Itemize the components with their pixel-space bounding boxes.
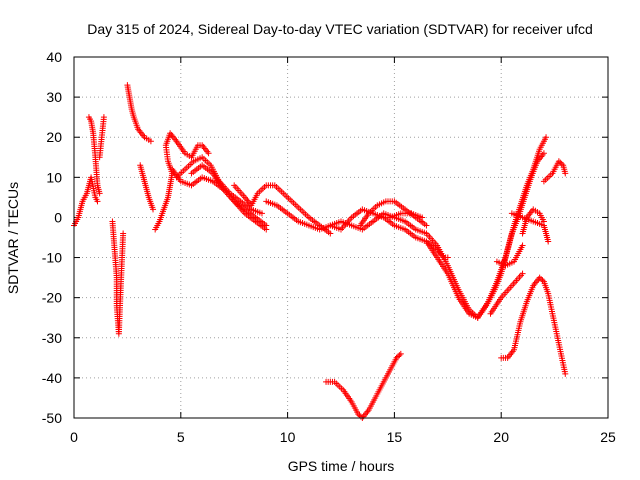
y-tick-label: -20 xyxy=(42,290,62,306)
data-point xyxy=(356,412,363,419)
series-track-d xyxy=(109,218,127,337)
series-track-p xyxy=(423,238,451,261)
data-point xyxy=(545,238,552,245)
x-tick-label: 0 xyxy=(70,429,78,445)
series-track-s xyxy=(508,210,552,245)
data-point xyxy=(540,218,547,225)
data-point xyxy=(100,114,107,121)
data-point xyxy=(519,242,526,249)
data-point xyxy=(558,160,565,167)
data-point xyxy=(538,275,545,282)
data-point xyxy=(536,274,543,281)
series-track-g xyxy=(152,130,212,233)
data-point xyxy=(519,270,526,277)
x-axis-label: GPS time / hours xyxy=(288,458,395,474)
data-point xyxy=(423,222,430,229)
series-track-o xyxy=(387,210,426,221)
data-point xyxy=(147,138,154,145)
y-tick-label: 10 xyxy=(46,169,62,185)
data-point xyxy=(396,352,403,359)
series-track-b xyxy=(85,114,103,197)
data-point xyxy=(393,354,400,361)
plot-frame xyxy=(73,56,609,419)
x-tick-labels: 0 5 10 15 20 25 xyxy=(70,429,616,445)
grid-lines xyxy=(74,57,608,418)
data-point xyxy=(557,159,564,166)
data-point xyxy=(562,370,569,377)
data-point xyxy=(205,150,212,157)
series-track-w xyxy=(323,350,404,421)
data-point xyxy=(263,222,270,229)
data-point xyxy=(394,353,401,360)
y-tick-label: -50 xyxy=(42,410,62,426)
data-point xyxy=(327,230,334,237)
series-track-e xyxy=(124,82,154,145)
data-point xyxy=(94,198,101,205)
data-point xyxy=(355,410,362,417)
x-tick-label: 10 xyxy=(280,429,296,445)
series-track-u xyxy=(540,158,569,185)
y-tick-label: 20 xyxy=(46,129,62,145)
data-points xyxy=(71,82,569,421)
axis-ticks xyxy=(73,56,609,419)
data-point xyxy=(444,254,451,261)
series-track-m xyxy=(327,150,547,321)
series-track-t xyxy=(519,206,547,237)
series-track-f xyxy=(137,162,157,213)
data-point xyxy=(562,170,569,177)
x-tick-label: 20 xyxy=(493,429,509,445)
y-tick-label: -40 xyxy=(42,370,62,386)
y-tick-label: 0 xyxy=(54,209,62,225)
data-point xyxy=(397,350,404,357)
data-point xyxy=(258,210,265,217)
y-tick-label: 30 xyxy=(46,89,62,105)
data-point xyxy=(543,134,550,141)
data-point xyxy=(150,206,157,213)
series-track-r xyxy=(493,242,526,269)
y-axis-label: SDTVAR / TECUs xyxy=(5,182,21,294)
data-point xyxy=(96,190,103,197)
x-tick-label: 5 xyxy=(177,429,185,445)
series-track-c xyxy=(96,114,107,161)
data-point xyxy=(539,277,546,284)
x-tick-label: 25 xyxy=(600,429,616,445)
y-tick-label: 40 xyxy=(46,49,62,65)
series-track-k xyxy=(231,182,334,237)
x-tick-label: 15 xyxy=(387,429,403,445)
y-tick-label: -10 xyxy=(42,250,62,266)
chart-title: Day 315 of 2024, Sidereal Day-to-day VTE… xyxy=(87,21,593,37)
data-point xyxy=(419,214,426,221)
y-tick-labels: -50 -40 -30 -20 -10 0 10 20 30 40 xyxy=(42,49,62,426)
series-track-j xyxy=(188,162,270,229)
series-track-a xyxy=(71,174,101,229)
data-point xyxy=(120,230,127,237)
data-point xyxy=(540,150,547,157)
series-track-v xyxy=(498,274,569,377)
data-point xyxy=(555,158,562,165)
series-track-q xyxy=(487,270,526,317)
y-tick-label: -30 xyxy=(42,330,62,346)
